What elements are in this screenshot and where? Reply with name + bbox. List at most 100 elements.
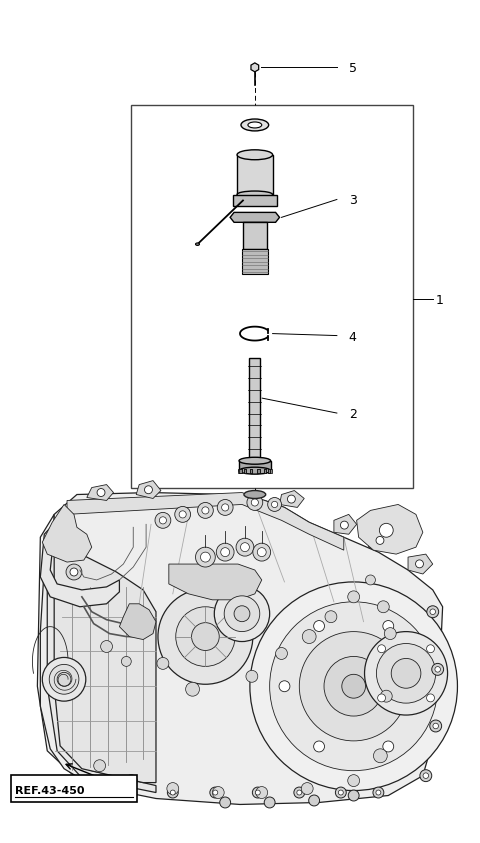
Text: 2: 2 [349,408,357,421]
Circle shape [158,589,253,685]
Ellipse shape [239,457,271,464]
Circle shape [222,504,229,511]
Circle shape [167,782,179,794]
Circle shape [57,673,71,686]
Circle shape [212,787,224,798]
Ellipse shape [237,191,273,198]
Circle shape [432,663,444,675]
Circle shape [179,511,186,518]
Circle shape [416,560,423,568]
Polygon shape [40,520,120,607]
Bar [244,469,246,473]
Circle shape [384,628,396,640]
Circle shape [309,795,320,806]
Circle shape [246,670,258,682]
Polygon shape [42,504,92,562]
Bar [240,469,242,473]
Circle shape [430,609,435,615]
Polygon shape [40,492,443,804]
Circle shape [253,543,271,561]
Circle shape [214,586,270,642]
Circle shape [377,601,389,613]
Text: 4: 4 [349,330,357,344]
Ellipse shape [244,491,266,498]
Circle shape [373,749,387,763]
Circle shape [101,641,112,652]
Circle shape [201,552,210,562]
Bar [257,469,260,473]
Circle shape [192,623,219,651]
Circle shape [313,741,324,752]
Circle shape [144,486,153,494]
Circle shape [157,658,169,669]
Circle shape [297,790,302,795]
Circle shape [89,790,94,795]
Text: 5: 5 [349,62,357,75]
Circle shape [420,770,432,781]
Circle shape [264,797,275,808]
Circle shape [427,694,434,702]
Circle shape [302,630,316,643]
Circle shape [378,645,385,652]
Circle shape [66,564,82,580]
Circle shape [379,524,393,537]
Circle shape [86,787,97,798]
Circle shape [364,631,447,715]
Circle shape [373,787,384,798]
Circle shape [376,643,436,703]
Circle shape [325,610,337,623]
Bar [269,469,272,473]
Circle shape [294,787,305,798]
Circle shape [288,495,295,503]
Circle shape [217,500,233,515]
Circle shape [378,694,385,702]
Circle shape [255,790,260,795]
Polygon shape [87,485,113,501]
Circle shape [213,790,218,795]
Bar [250,358,260,465]
Circle shape [276,647,288,659]
Circle shape [202,507,209,514]
Circle shape [313,620,324,631]
Circle shape [433,723,438,728]
Circle shape [236,538,254,556]
Ellipse shape [241,119,269,131]
Bar [240,469,242,473]
Circle shape [340,521,348,529]
Circle shape [252,787,263,798]
Circle shape [210,787,221,798]
Circle shape [270,602,438,771]
Circle shape [272,502,278,507]
Circle shape [70,568,78,576]
Circle shape [221,548,229,556]
Polygon shape [279,491,304,507]
Ellipse shape [195,243,200,245]
Bar [243,223,267,250]
Bar [233,195,276,207]
Circle shape [195,547,216,567]
Polygon shape [251,63,259,72]
Circle shape [197,502,213,518]
Polygon shape [120,604,156,640]
Bar [264,469,266,473]
Bar [264,469,266,473]
Circle shape [380,690,392,702]
Polygon shape [67,492,344,550]
Circle shape [256,787,268,798]
Circle shape [224,596,260,631]
Bar [239,461,271,470]
Circle shape [376,790,381,795]
Bar [242,250,268,274]
Circle shape [348,591,360,603]
Bar [131,105,413,487]
Circle shape [220,797,230,808]
Circle shape [342,674,366,698]
Circle shape [234,606,250,621]
Circle shape [186,682,200,696]
Circle shape [383,620,394,631]
Polygon shape [334,514,357,534]
Circle shape [97,489,105,497]
Circle shape [251,499,258,506]
Circle shape [301,782,313,794]
Bar [11,775,137,803]
